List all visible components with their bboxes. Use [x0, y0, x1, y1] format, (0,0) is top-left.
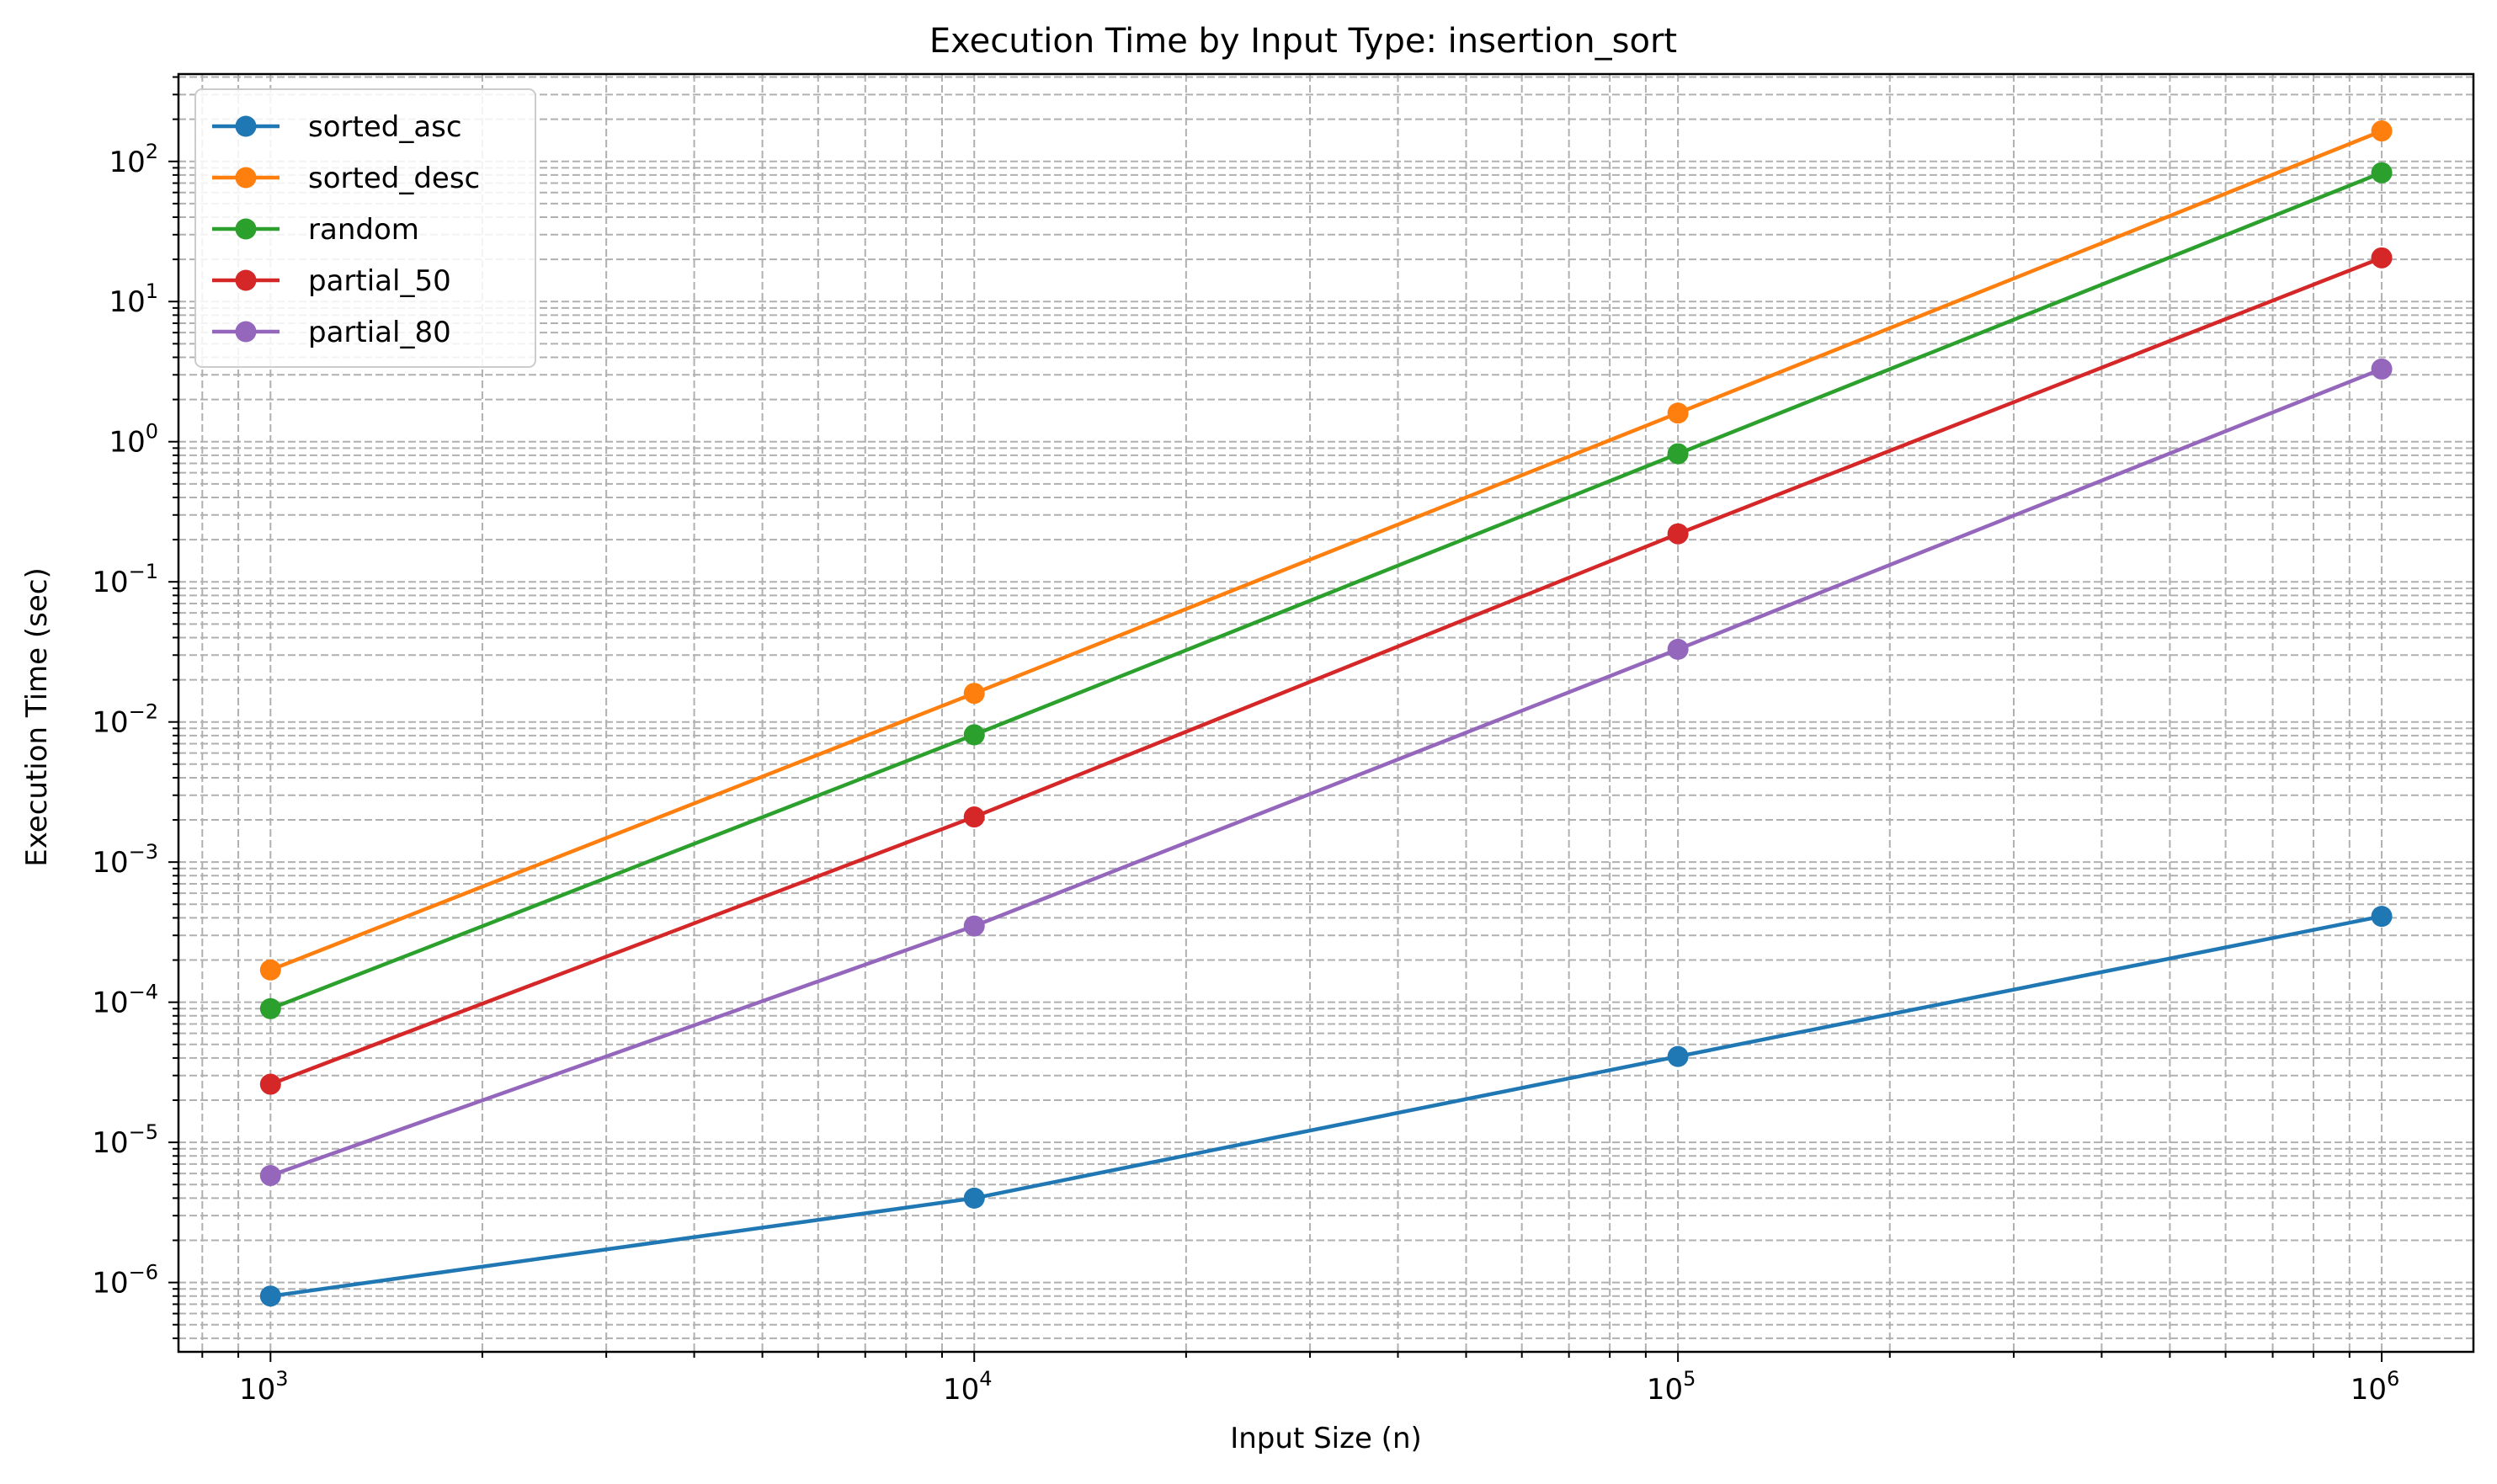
- data-point: [1667, 1045, 1689, 1067]
- data-point: [963, 683, 985, 705]
- legend-marker: [235, 218, 257, 240]
- legend-marker: [235, 269, 257, 291]
- legend-label: random: [308, 213, 419, 247]
- y-tick-label: 101: [109, 279, 158, 319]
- data-point: [259, 1285, 281, 1307]
- data-point: [259, 1165, 281, 1187]
- data-point: [963, 724, 985, 746]
- plot-area-frame: [177, 72, 2475, 1354]
- legend-box: [194, 88, 536, 368]
- y-tick-label: 10−1: [92, 560, 158, 599]
- x-tick-label: 103: [239, 1367, 289, 1407]
- legend-item: sorted_desc: [212, 162, 480, 195]
- series-sorted-desc: [259, 120, 2393, 981]
- data-point: [259, 959, 281, 981]
- legend-marker: [235, 167, 257, 189]
- x-tick-label: 104: [943, 1367, 993, 1407]
- legend-label: partial_80: [308, 316, 451, 349]
- legend-item: sorted_asc: [212, 110, 462, 144]
- series-partial-80: [259, 358, 2393, 1187]
- x-tick-label: 105: [1647, 1367, 1696, 1407]
- legend-marker: [235, 115, 257, 137]
- data-point: [2371, 162, 2393, 184]
- data-point: [259, 997, 281, 1019]
- data-point: [2371, 906, 2393, 928]
- series-layer: [259, 120, 2393, 1307]
- legend-marker: [235, 321, 257, 343]
- y-tick-label: 10−6: [92, 1261, 158, 1300]
- legend-item: partial_50: [212, 264, 451, 298]
- data-point: [1667, 638, 1689, 660]
- legend-item: random: [212, 213, 419, 247]
- data-point: [2371, 358, 2393, 380]
- series-line: [269, 367, 2383, 1178]
- data-point: [1667, 523, 1689, 545]
- data-point: [259, 1073, 281, 1095]
- legend-label: partial_50: [308, 264, 451, 298]
- x-tick-label: 106: [2351, 1367, 2400, 1407]
- series-line: [269, 914, 2383, 1299]
- data-point: [963, 806, 985, 828]
- y-tick-label: 10−2: [92, 700, 158, 740]
- series-line: [269, 171, 2383, 1011]
- y-axis-label: Execution Time (sec): [20, 567, 54, 867]
- x-axis-label: Input Size (n): [1230, 1422, 1422, 1455]
- chart-title: Execution Time by Input Type: insertion_…: [929, 22, 1677, 61]
- series-sorted-asc: [259, 906, 2393, 1307]
- legend-label: sorted_asc: [308, 110, 462, 144]
- y-tick-label: 10−4: [92, 981, 158, 1020]
- series-line: [269, 129, 2383, 972]
- series-random: [259, 162, 2393, 1019]
- series-partial-50: [259, 247, 2393, 1095]
- data-point: [963, 1187, 985, 1209]
- legend-label: sorted_desc: [308, 162, 480, 195]
- axis-ticks: 103 104 105 106 10−6 10−5 10−4 10−3 10−2 10−1 100 1…: [92, 76, 2400, 1407]
- y-tick-label: 10−5: [92, 1120, 158, 1160]
- y-tick-label: 102: [109, 140, 158, 179]
- data-point: [2371, 247, 2393, 269]
- y-tick-label: 100: [109, 420, 158, 460]
- data-point: [1667, 402, 1689, 424]
- series-line: [269, 256, 2383, 1087]
- data-point: [963, 915, 985, 937]
- data-point: [2371, 120, 2393, 142]
- legend-item: partial_80: [212, 316, 451, 349]
- y-tick-label: 10−3: [92, 840, 158, 880]
- data-point: [1667, 443, 1689, 465]
